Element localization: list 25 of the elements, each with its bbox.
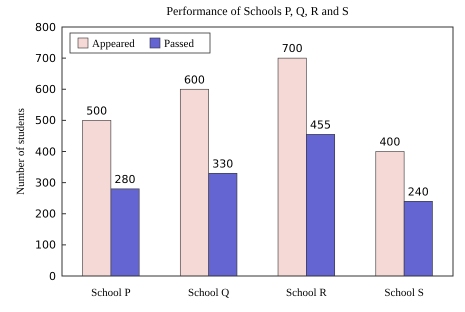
data-label: 280 [114,172,136,186]
data-label: 400 [379,136,400,148]
y-tick-label: 700 [35,52,56,65]
data-label: 500 [86,104,108,118]
y-axis-title: Number of students [15,108,27,195]
y-tick-label: 800 [35,20,56,34]
legend-label: Passed [164,38,194,50]
x-tick-label: School S [384,287,424,299]
x-tick-label: School R [286,287,328,299]
data-label: 700 [282,42,303,56]
legend-label: Appeared [92,38,136,50]
y-tick-label: 200 [35,208,56,221]
chart-title: Performance of Schools P, Q, R and S [166,4,349,18]
y-tick-label: 300 [35,176,56,190]
y-tick-label: 100 [35,238,56,252]
data-label: 600 [184,73,205,86]
x-tick-label: School P [91,287,131,299]
y-tick-label: 400 [35,145,56,158]
data-label: 240 [408,185,429,198]
data-label: 455 [310,118,332,132]
y-tick-label: 600 [35,83,56,96]
x-tick-label: School Q [188,287,230,299]
y-tick-label: 0 [49,270,56,283]
y-tick-label: 500 [35,114,56,128]
data-label: 330 [212,157,234,170]
